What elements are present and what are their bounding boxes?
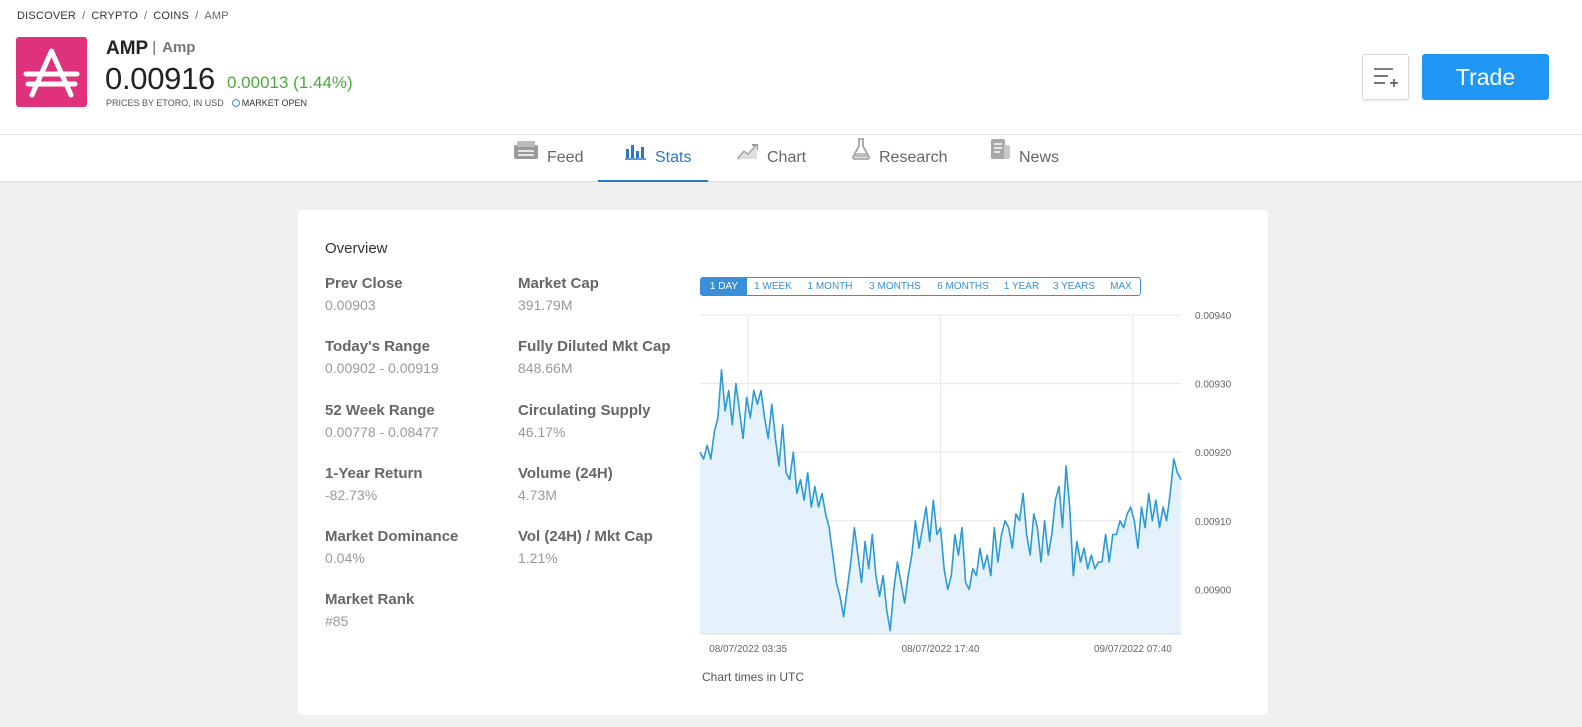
range-3-years[interactable]: 3 YEARS <box>1052 281 1096 292</box>
y-tick-label: 0.00910 <box>1195 517 1232 528</box>
stat-market-cap: Market Cap 391.79M <box>518 275 599 313</box>
research-flask-icon <box>851 133 871 178</box>
stats-icon <box>625 133 647 178</box>
stat-value: -82.73% <box>325 487 378 503</box>
chart-icon <box>737 133 759 178</box>
title-divider: | <box>152 39 157 56</box>
add-to-watchlist-button[interactable] <box>1362 54 1409 100</box>
tab-research-label: Research <box>879 149 948 166</box>
clock-icon <box>231 99 240 107</box>
breadcrumb-separator: / <box>82 10 86 22</box>
tab-news[interactable]: News <box>990 135 1059 182</box>
breadcrumb-separator: / <box>195 10 199 22</box>
x-tick-label: 08/07/2022 03:35 <box>709 644 787 655</box>
price-area-fill <box>700 369 1181 634</box>
overview-card: Overview Prev Close 0.00903 Today's Range… <box>298 210 1268 715</box>
breadcrumb: DISCOVER / CRYPTO / COINS / AMP <box>17 10 229 22</box>
market-status: MARKET OPEN <box>241 98 308 108</box>
instrument-tabs: Feed Stats Chart Research News <box>0 135 1582 182</box>
tab-stats[interactable]: Stats <box>598 135 708 182</box>
y-tick-label: 0.00920 <box>1195 448 1232 459</box>
stat-value: #85 <box>325 613 349 629</box>
instrument-full-name: Amp <box>162 39 196 56</box>
x-tick-label: 09/07/2022 07:40 <box>1094 644 1172 655</box>
stat-fully-diluted-mkt-cap: Fully Diluted Mkt Cap 848.66M <box>518 338 671 376</box>
chart-timezone-note: Chart times in UTC <box>702 670 805 684</box>
instrument-header: DISCOVER / CRYPTO / COINS / AMP AMP | Amp 0.0091… <box>0 0 1582 135</box>
add-to-watchlist-icon <box>1374 68 1398 87</box>
stat-label: 52 Week Range <box>325 402 435 419</box>
stat-value: 46.17% <box>518 424 566 440</box>
tab-chart[interactable]: Chart <box>737 135 806 182</box>
x-tick-label: 08/07/2022 17:40 <box>902 644 980 655</box>
breadcrumb-crypto[interactable]: CRYPTO <box>91 10 138 22</box>
stat-vol-mkt-cap: Vol (24H) / Mkt Cap 1.21% <box>518 528 653 566</box>
current-price: 0.00916 <box>105 61 215 96</box>
stat-label: 1-Year Return <box>325 465 423 482</box>
instrument-title: AMP | Amp <box>106 38 195 60</box>
stat-label: Prev Close <box>325 275 403 292</box>
range-1-week[interactable]: 1 WEEK <box>754 281 792 292</box>
feed-icon <box>513 133 539 178</box>
stat-market-rank: Market Rank #85 <box>325 591 414 629</box>
range-1-year[interactable]: 1 YEAR <box>1003 281 1040 292</box>
stat-label: Today's Range <box>325 338 430 355</box>
stat-label: Fully Diluted Mkt Cap <box>518 338 671 355</box>
tab-stats-label: Stats <box>655 149 692 166</box>
price-meta: PRICES BY ETORO, IN USD MARKET OPEN <box>106 98 307 108</box>
y-tick-label: 0.00900 <box>1195 585 1232 596</box>
price-change: 0.00013 (1.44%) <box>227 73 353 92</box>
tab-feed[interactable]: Feed <box>513 135 583 182</box>
stat-value: 4.73M <box>518 487 557 503</box>
stat-label: Volume (24H) <box>518 465 613 482</box>
stat-label: Vol (24H) / Mkt Cap <box>518 528 653 545</box>
stat-circulating-supply: Circulating Supply 46.17% <box>518 402 651 440</box>
range-1-day[interactable]: 1 DAY <box>701 278 747 295</box>
amp-logo-icon <box>16 37 87 107</box>
stat-market-dominance: Market Dominance 0.04% <box>325 528 458 566</box>
trade-button[interactable]: Trade <box>1422 54 1549 100</box>
stat-volume-24h: Volume (24H) 4.73M <box>518 465 613 503</box>
range-6-months[interactable]: 6 MONTHS <box>937 281 989 292</box>
stat-todays-range: Today's Range 0.00902 - 0.00919 <box>325 338 439 376</box>
tab-feed-label: Feed <box>547 149 584 166</box>
price-chart[interactable]: 0.00940 0.00930 0.00920 0.00910 0.00900 08/07… <box>698 310 1238 655</box>
news-icon <box>990 133 1011 178</box>
tab-research[interactable]: Research <box>851 135 947 182</box>
overview-title: Overview <box>325 240 388 257</box>
stat-value: 1.21% <box>518 550 558 566</box>
breadcrumb-coins[interactable]: COINS <box>153 10 190 22</box>
stat-label: Circulating Supply <box>518 402 651 419</box>
stat-label: Market Cap <box>518 275 599 292</box>
tab-chart-label: Chart <box>767 149 807 166</box>
breadcrumb-discover[interactable]: DISCOVER <box>17 10 77 22</box>
stat-prev-close: Prev Close 0.00903 <box>325 275 403 313</box>
stat-1-year-return: 1-Year Return -82.73% <box>325 465 423 503</box>
y-tick-label: 0.00930 <box>1195 380 1232 391</box>
stat-value: 0.04% <box>325 550 365 566</box>
range-max[interactable]: MAX <box>1110 281 1132 292</box>
stat-label: Market Rank <box>325 591 415 608</box>
stat-52-week-range: 52 Week Range 0.00778 - 0.08477 <box>325 402 439 440</box>
stat-value: 391.79M <box>518 297 573 313</box>
instrument-symbol: AMP <box>106 38 149 59</box>
range-1-month[interactable]: 1 MONTH <box>807 281 853 292</box>
stat-value: 0.00778 - 0.08477 <box>325 424 439 440</box>
stat-value: 0.00902 - 0.00919 <box>325 360 439 376</box>
breadcrumb-separator: / <box>143 10 148 22</box>
stat-label: Market Dominance <box>325 528 459 545</box>
y-tick-label: 0.00940 <box>1195 311 1232 322</box>
price-series-line <box>699 369 1182 632</box>
prices-by-label: PRICES BY ETORO, IN USD <box>106 98 224 108</box>
breadcrumb-current: AMP <box>204 10 229 22</box>
chart-range-selector: 1 DAY 1 WEEK 1 MONTH 3 MONTHS 6 MONTHS 1… <box>700 277 1141 296</box>
range-3-months[interactable]: 3 MONTHS <box>869 281 921 292</box>
stat-value: 848.66M <box>518 360 573 376</box>
tab-news-label: News <box>1019 149 1060 166</box>
stat-value: 0.00903 <box>325 297 376 313</box>
